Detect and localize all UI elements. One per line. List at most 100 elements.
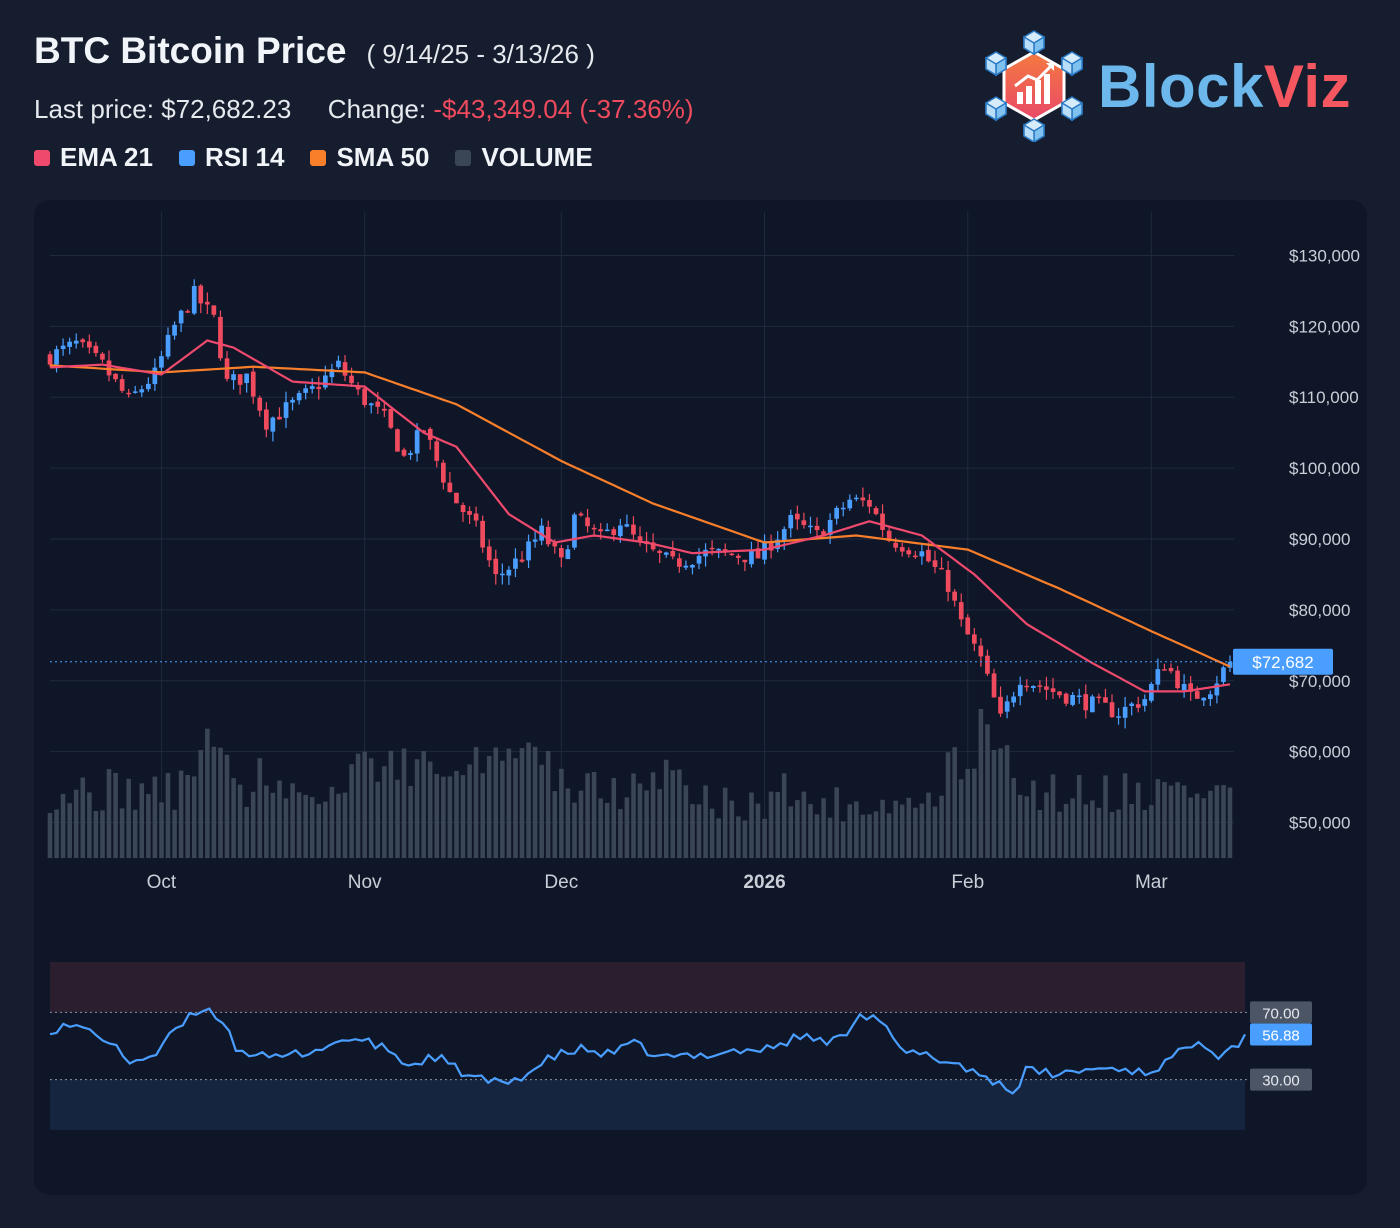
- candle: [1044, 676, 1049, 700]
- candle-body: [283, 402, 289, 418]
- candle-body: [893, 542, 898, 548]
- candle-body: [342, 362, 348, 376]
- volume-bar: [696, 804, 702, 858]
- candle-body: [250, 371, 256, 397]
- volume-bar: [670, 770, 676, 858]
- candle: [1037, 680, 1043, 693]
- rsi-level-tag-bg: [1250, 1068, 1312, 1091]
- candle-body: [749, 550, 754, 565]
- candle-body: [119, 379, 125, 391]
- volume-bar: [237, 784, 243, 858]
- candle: [1109, 694, 1115, 718]
- candle: [696, 548, 702, 570]
- candle-body: [506, 569, 512, 576]
- candle-body: [919, 551, 925, 557]
- x-tick-label: Oct: [147, 872, 177, 893]
- legend-label-ema: EMA 21: [60, 142, 153, 172]
- y-tick-label: $90,000: [1289, 530, 1350, 549]
- candle-body: [1188, 683, 1193, 692]
- candle-body: [296, 393, 302, 401]
- candle: [237, 374, 243, 395]
- candle-body: [513, 558, 518, 569]
- volume-bar: [1194, 793, 1200, 858]
- volume-bar: [67, 803, 72, 858]
- x-axis: Oct Nov Dec 2026 Feb Mar: [147, 872, 1169, 893]
- candle-body: [795, 513, 800, 520]
- candle: [454, 492, 459, 504]
- volume-bar: [736, 816, 741, 858]
- legend-item-ema[interactable]: EMA 21: [34, 142, 153, 173]
- candle: [795, 505, 800, 530]
- volume-bar: [1155, 779, 1161, 858]
- candle-body: [604, 529, 610, 532]
- volume-bar: [650, 772, 656, 858]
- volume-bar: [270, 792, 276, 858]
- candle-body: [316, 386, 322, 389]
- candle-body: [985, 655, 990, 674]
- volume-bar: [316, 804, 322, 858]
- candle: [926, 542, 931, 563]
- candle: [1135, 696, 1141, 713]
- volume-bar: [1070, 798, 1075, 858]
- candle: [545, 520, 551, 547]
- legend-item-volume[interactable]: VOLUME: [455, 142, 593, 173]
- candle-body: [690, 565, 695, 568]
- candle: [736, 553, 741, 565]
- volume-bar: [1057, 811, 1062, 858]
- candle: [205, 292, 210, 315]
- x-tick-label: Nov: [348, 872, 382, 893]
- candle: [250, 365, 256, 404]
- candle: [690, 564, 695, 575]
- candle-body: [768, 542, 774, 551]
- volume-bar: [932, 806, 938, 858]
- legend-item-sma[interactable]: SMA 50: [310, 142, 429, 173]
- candle-body: [559, 548, 564, 558]
- volume-bar: [559, 768, 564, 858]
- volume-bar: [218, 747, 223, 858]
- candle: [585, 508, 590, 533]
- volume-bar: [1227, 787, 1233, 858]
- candle-body: [87, 341, 92, 348]
- candle-body: [572, 514, 577, 548]
- candle-body: [434, 441, 440, 461]
- volume-bar: [972, 768, 977, 858]
- candle-body: [185, 311, 190, 313]
- candle: [834, 505, 839, 525]
- candle: [880, 504, 885, 537]
- volume-bar: [585, 773, 590, 858]
- candle-body: [1090, 696, 1095, 713]
- candle: [729, 552, 735, 556]
- candle: [447, 472, 453, 493]
- last-price-tag: $72,682: [1252, 653, 1313, 672]
- candle-body: [309, 386, 315, 389]
- candle-body: [382, 408, 387, 411]
- candle: [827, 513, 833, 544]
- volume-bar: [827, 817, 833, 858]
- volume-bar: [480, 773, 485, 858]
- candle: [178, 309, 184, 332]
- volume-bar: [709, 808, 715, 858]
- candle: [388, 408, 394, 430]
- rsi-oversold-zone: [50, 1079, 1245, 1130]
- chart-panel: $130,000 $120,000 $110,000 $100,000 $90,000 $…: [34, 200, 1367, 1195]
- volume-bar: [500, 760, 505, 858]
- candle-body: [113, 373, 118, 380]
- legend-item-rsi[interactable]: RSI 14: [178, 142, 284, 173]
- volume-bar: [1083, 804, 1089, 858]
- candle: [801, 512, 807, 529]
- candle-body: [808, 525, 813, 528]
- volume-bar: [677, 769, 682, 858]
- rsi-level-tag-bg: [1250, 1001, 1312, 1024]
- rsi-level-tag: 30.00: [1262, 1073, 1300, 1090]
- volume-bar: [427, 761, 433, 858]
- volume-bar: [899, 804, 905, 858]
- price-chart[interactable]: $130,000 $120,000 $110,000 $100,000 $90,000 $…: [34, 200, 1367, 1195]
- candle-body: [1109, 702, 1115, 718]
- volume-bar: [211, 746, 217, 858]
- candle-body: [834, 508, 839, 519]
- candle-body: [60, 345, 66, 349]
- candle: [336, 355, 341, 370]
- volume-bar: [722, 787, 728, 858]
- volume-bar: [775, 792, 780, 858]
- volume-bars: [47, 709, 1233, 858]
